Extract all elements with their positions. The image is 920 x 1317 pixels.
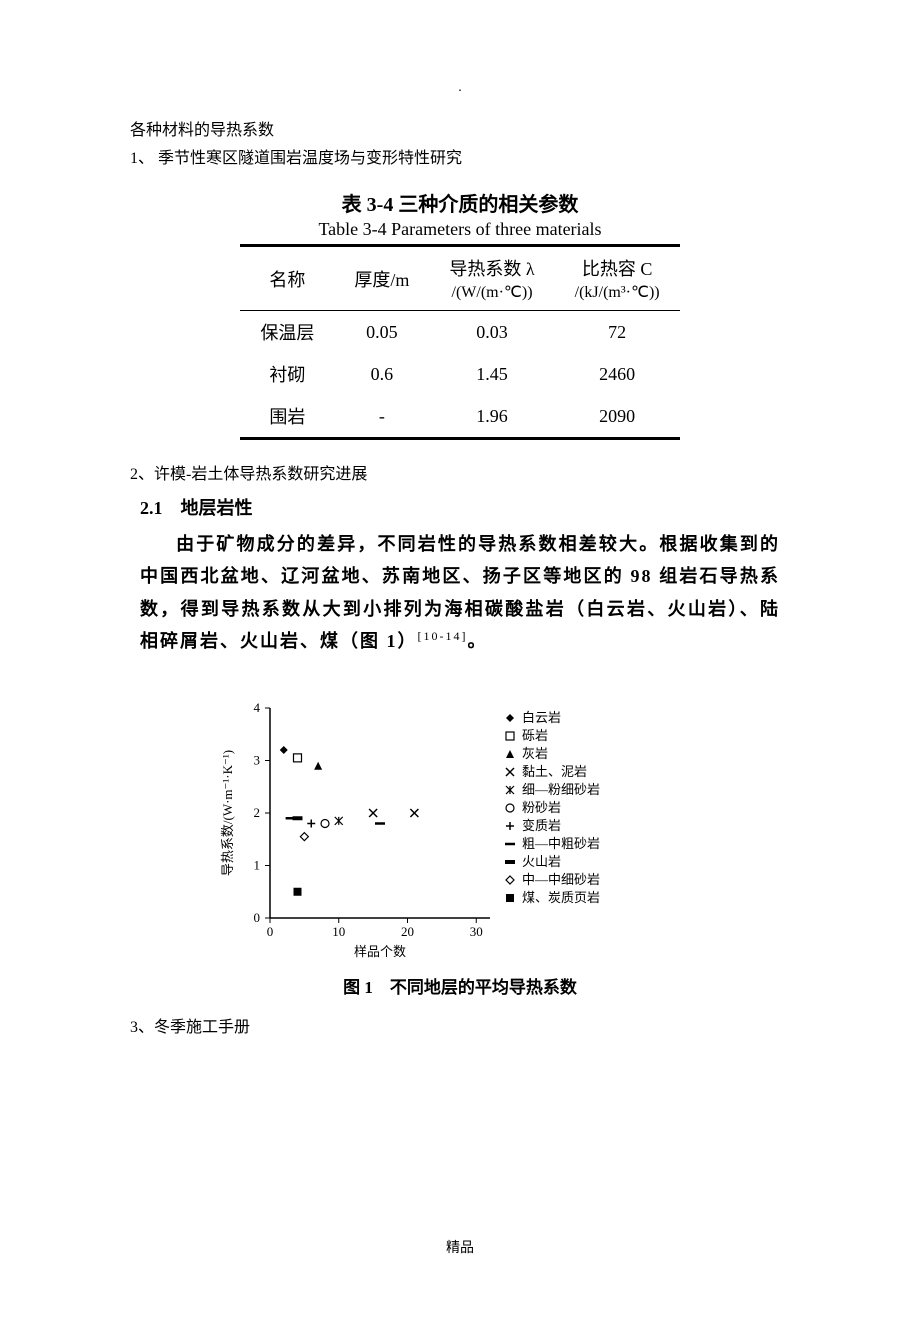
body-sup: [10-14] [418,629,468,643]
scatter-chart: 0 10 20 30 0 1 2 3 4 样品个数 导热系数/(W·m⁻¹·K⁻¹) 白云岩砾岩灰岩黏… [210,678,710,958]
col-thickness: 厚度/m [334,246,429,311]
table-body: 保温层 0.05 0.03 72 衬砌 0.6 1.45 2460 围岩 - 1… [240,311,679,439]
section3-intro: 3、冬季施工手册 [130,1013,790,1037]
svg-text:黏土、泥岩: 黏土、泥岩 [522,764,587,779]
section2-intro: 2、许模-岩土体导热系数研究进展 [130,460,790,484]
table-row: 保温层 0.05 0.03 72 [240,311,679,354]
svg-text:灰岩: 灰岩 [522,746,548,761]
svg-text:粗—中粗砂岩: 粗—中粗砂岩 [522,836,600,851]
svg-text:0: 0 [254,910,261,925]
table-title-en: Table 3-4 Parameters of three materials [130,219,790,240]
svg-text:中—中细砂岩: 中—中细砂岩 [522,872,600,887]
svg-text:20: 20 [401,924,414,939]
col4-line2: /(kJ/(m³·℃)) [575,284,660,301]
svg-text:粉砂岩: 粉砂岩 [522,800,561,815]
col4-line1: 比热容 C [582,259,653,279]
svg-text:白云岩: 白云岩 [522,710,561,725]
cell-thickness: 0.05 [334,311,429,354]
cell-conductivity: 1.45 [429,353,554,395]
svg-text:30: 30 [470,924,483,939]
parameters-table: 名称 厚度/m 导热系数 λ /(W/(m·℃)) 比热容 C /(kJ/(m³… [240,244,679,440]
svg-text:4: 4 [254,700,261,715]
col3-line1: 导热系数 λ [449,259,534,279]
chart-container: 0 10 20 30 0 1 2 3 4 样品个数 导热系数/(W·m⁻¹·K⁻¹) 白云岩砾岩灰岩黏… [210,678,710,958]
body-end: 。 [468,631,488,651]
svg-text:1: 1 [254,857,261,872]
table-row: 围岩 - 1.96 2090 [240,395,679,439]
svg-text:煤、炭质页岩: 煤、炭质页岩 [522,890,600,905]
cell-conductivity: 0.03 [429,311,554,354]
table-title-cn: 表 3-4 三种介质的相关参数 [130,188,790,217]
cell-name: 围岩 [240,395,334,439]
svg-text:2: 2 [254,805,261,820]
svg-text:0: 0 [267,924,274,939]
footer: 精品 [130,1237,790,1257]
section2-heading: 2.1 地层岩性 [130,494,790,520]
svg-text:导热系数/(W·m⁻¹·K⁻¹): 导热系数/(W·m⁻¹·K⁻¹) [220,749,235,875]
cell-heat-capacity: 72 [555,311,680,354]
cell-name: 衬砌 [240,353,334,395]
cell-heat-capacity: 2460 [555,353,680,395]
cell-thickness: 0.6 [334,353,429,395]
col-conductivity: 导热系数 λ /(W/(m·℃)) [429,246,554,311]
col3-line2: /(W/(m·℃)) [452,284,533,301]
cell-conductivity: 1.96 [429,395,554,439]
svg-text:10: 10 [332,924,345,939]
svg-text:细—粉细砂岩: 细—粉细砂岩 [522,782,600,797]
svg-text:变质岩: 变质岩 [522,818,561,833]
svg-text:砾岩: 砾岩 [522,728,548,743]
cell-heat-capacity: 2090 [555,395,680,439]
svg-text:3: 3 [254,752,261,767]
col-name: 名称 [240,246,334,311]
svg-text:样品个数: 样品个数 [354,944,406,958]
table-header-row: 名称 厚度/m 导热系数 λ /(W/(m·℃)) 比热容 C /(kJ/(m³… [240,246,679,311]
intro-line2: 1、 季节性寒区隧道围岩温度场与变形特性研究 [130,144,790,168]
intro-line1: 各种材料的导热系数 [130,116,790,140]
section2-body: 由于矿物成分的差异，不同岩性的导热系数相差较大。根据收集到的中国西北盆地、辽河盆… [130,528,790,658]
cell-thickness: - [334,395,429,439]
table-row: 衬砌 0.6 1.45 2460 [240,353,679,395]
svg-text:火山岩: 火山岩 [522,854,561,869]
figure-caption: 图 1 不同地层的平均导热系数 [130,973,790,998]
col-heat-capacity: 比热容 C /(kJ/(m³·℃)) [555,246,680,311]
dot-header: . [130,80,790,96]
cell-name: 保温层 [240,311,334,354]
